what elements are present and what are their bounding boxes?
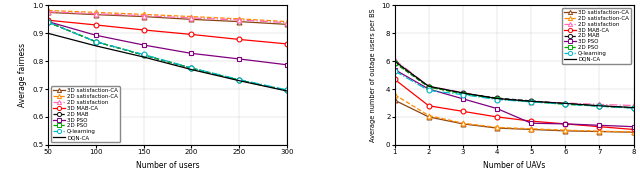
X-axis label: Number of UAVs: Number of UAVs	[483, 161, 545, 170]
Y-axis label: Average number of outage users per BS: Average number of outage users per BS	[370, 8, 376, 142]
Legend: 3D satisfaction-CA, 2D satisfaction-CA, 2D satisfaction, 3D MAB-CA, 2D MAB, 3D P: 3D satisfaction-CA, 2D satisfaction-CA, …	[562, 8, 631, 64]
X-axis label: Number of users: Number of users	[136, 161, 199, 170]
Y-axis label: Average fairness: Average fairness	[18, 43, 27, 107]
Legend: 3D satisfaction-CA, 2D satisfaction-CA, 2D satisfaction, 3D MAB-CA, 2D MAB, 3D P: 3D satisfaction-CA, 2D satisfaction-CA, …	[51, 87, 120, 142]
